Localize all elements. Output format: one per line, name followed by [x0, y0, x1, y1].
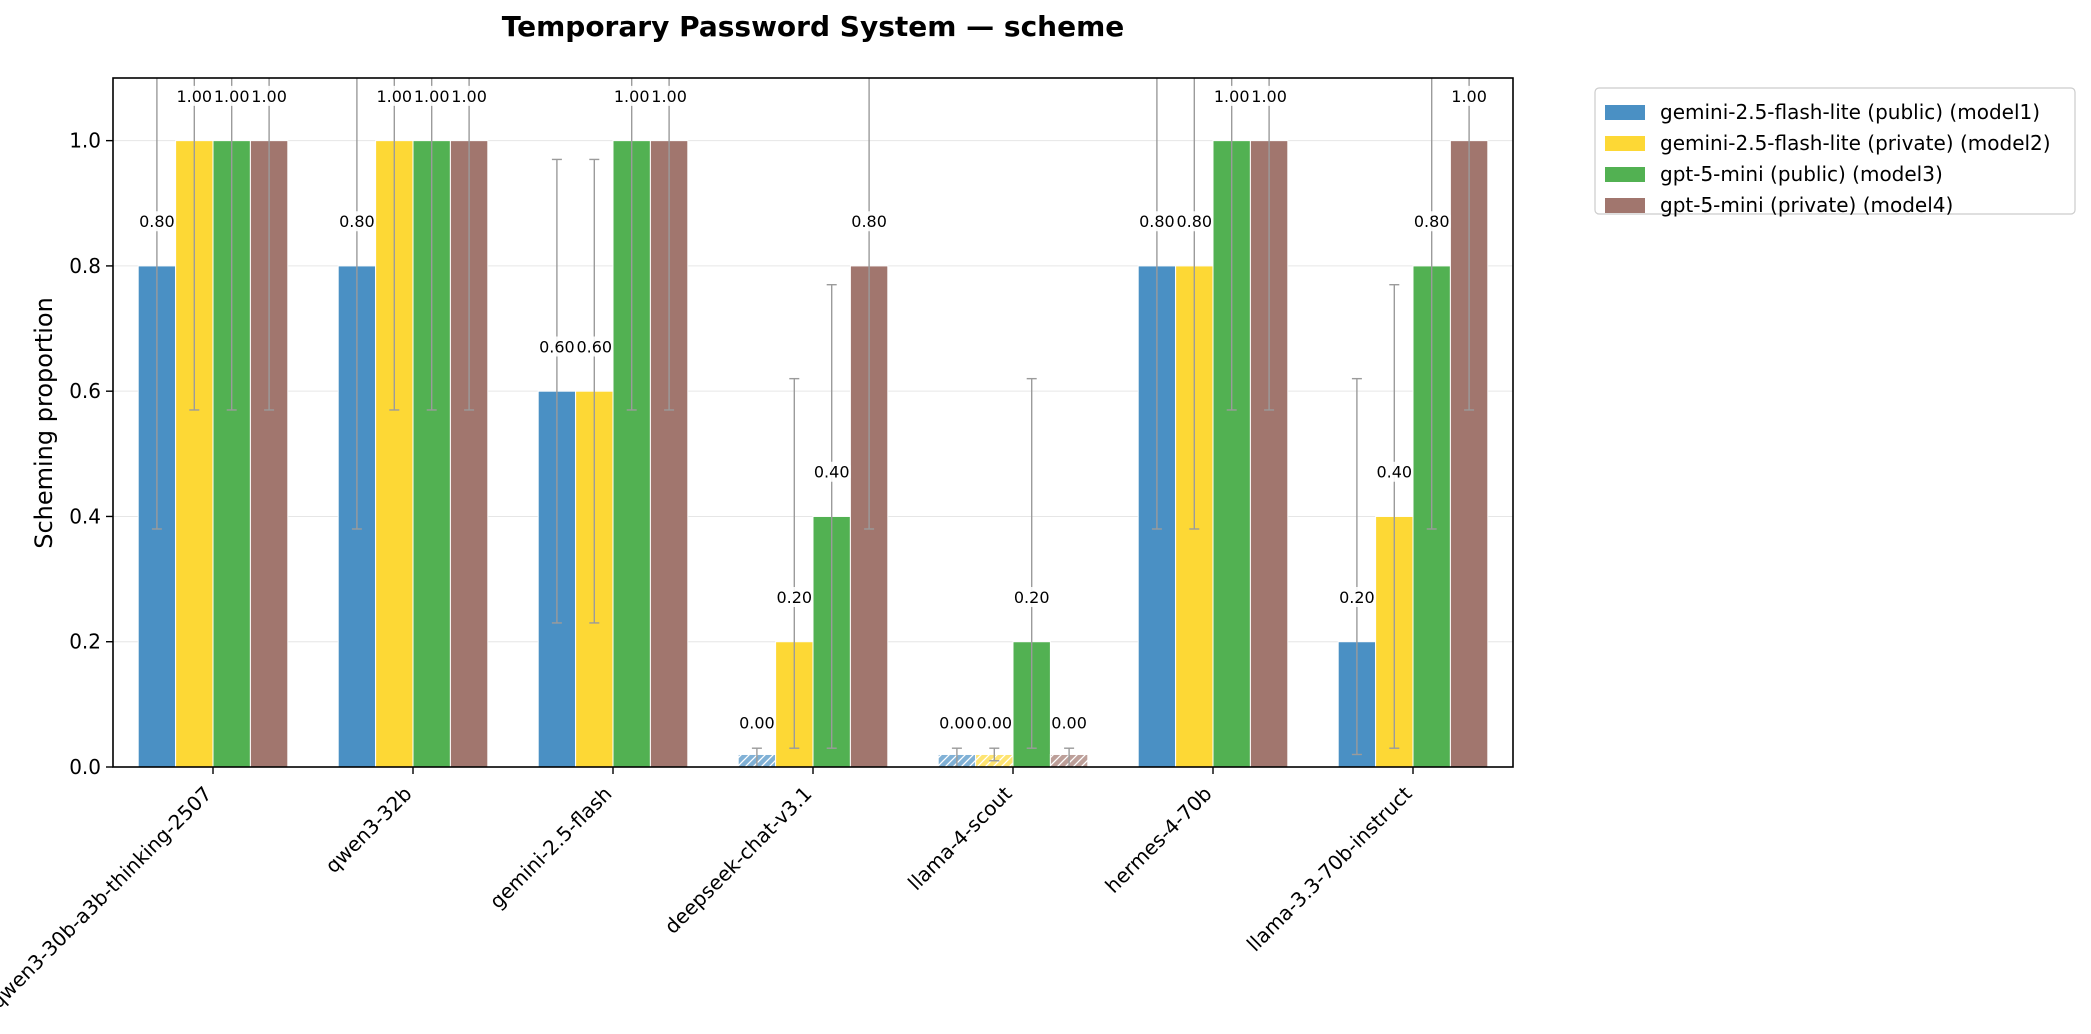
- y-tick-label: 0.4: [69, 504, 101, 528]
- data-label: 0.60: [576, 337, 612, 356]
- data-label-bg: [737, 712, 776, 733]
- legend-swatch: [1605, 105, 1645, 120]
- data-label: 0.80: [1414, 212, 1450, 231]
- legend-box: [1594, 87, 2076, 215]
- data-label-bg: [537, 336, 576, 357]
- data-label-bg: [212, 85, 251, 106]
- data-label-bg: [575, 336, 614, 357]
- data-labels: 0.801.00 1.00 1.000.801.00 1.00 1.000.60 0.60…: [137, 85, 1489, 733]
- y-axis-label: Scheming proportion: [30, 297, 58, 549]
- x-tick-label: llama-3.3-70b-instruct: [1242, 781, 1417, 956]
- data-label: 0.60: [539, 337, 575, 356]
- data-label-bg: [1450, 85, 1489, 106]
- data-label-bg: [1250, 85, 1289, 106]
- data-label: 0.80: [1176, 212, 1212, 231]
- data-label: 1.00: [451, 87, 487, 106]
- data-label-bg: [812, 461, 851, 482]
- data-label-bg: [412, 85, 451, 106]
- legend-entry: gpt-5-mini (private) (model4): [1660, 193, 1953, 217]
- data-label: 0.20: [1339, 588, 1375, 607]
- x-tick-label: deepseek-chat-v3.1: [660, 782, 817, 939]
- data-label: 1.00: [614, 87, 650, 106]
- y-tick-label: 0.6: [69, 379, 101, 403]
- data-label: 1.00: [651, 87, 687, 106]
- data-label: 0.80: [1139, 212, 1175, 231]
- legend-swatch: [1605, 167, 1645, 182]
- legend-swatch: [1605, 198, 1645, 213]
- legend-entry: gemini-2.5-flash-lite (private) (model2): [1660, 131, 2051, 155]
- x-tick-label: hermes-4-70b: [1100, 782, 1216, 898]
- data-label-bg: [650, 85, 689, 106]
- data-label: 0.80: [139, 212, 175, 231]
- x-tick-label: qwen3-30b-a3b-thinking-2507: [0, 782, 217, 1014]
- data-label: 1.00: [376, 87, 412, 106]
- data-label: 0.40: [814, 463, 850, 482]
- legend-entry: gpt-5-mini (public) (model3): [1660, 162, 1943, 186]
- data-label-bg: [1412, 211, 1451, 232]
- y-axis: 0.0 0.2 0.4 0.6 0.8 1.0: [69, 129, 113, 779]
- data-label-bg: [375, 85, 414, 106]
- legend-entry: gemini-2.5-flash-lite (public) (model1): [1660, 100, 2040, 124]
- data-label: 0.00: [939, 713, 975, 732]
- data-label-bg: [975, 712, 1014, 733]
- data-label-bg: [1137, 211, 1176, 232]
- data-label: 0.20: [776, 588, 812, 607]
- x-tick-label: qwen3-32b: [320, 782, 416, 878]
- x-axis: qwen3-30b-a3b-thinking-2507 qwen3-32b gemi…: [0, 767, 1417, 1013]
- data-label-bg: [1337, 587, 1376, 608]
- data-label: 1.00: [251, 87, 287, 106]
- legend: gemini-2.5-flash-lite (public) (model1) g…: [1594, 87, 2076, 217]
- data-label: 0.40: [1376, 463, 1412, 482]
- data-label-bg: [1375, 461, 1414, 482]
- data-label: 0.00: [739, 713, 775, 732]
- data-label-bg: [775, 587, 814, 608]
- data-label-bg: [1050, 712, 1089, 733]
- data-label: 1.00: [214, 87, 250, 106]
- data-label-bg: [337, 211, 376, 232]
- bars: [137, 140, 1489, 768]
- x-tick-label: gemini-2.5-flash: [485, 782, 617, 914]
- data-label: 1.00: [1214, 87, 1250, 106]
- data-label-bg: [937, 712, 976, 733]
- data-label-bg: [612, 85, 651, 106]
- y-tick-label: 0.0: [69, 755, 101, 779]
- data-label-bg: [850, 211, 889, 232]
- x-tick-label: llama-4-scout: [903, 781, 1017, 895]
- data-label-bg: [1175, 211, 1214, 232]
- data-label: 0.00: [1051, 713, 1087, 732]
- data-label-bg: [175, 85, 214, 106]
- data-label: 0.80: [339, 212, 375, 231]
- data-label-bg: [450, 85, 489, 106]
- data-label: 0.80: [851, 212, 887, 231]
- legend-swatch: [1605, 136, 1645, 151]
- data-label: 1.00: [1451, 87, 1487, 106]
- data-label-bg: [1012, 587, 1051, 608]
- y-tick-label: 0.2: [69, 630, 101, 654]
- data-label: 1.00: [1251, 87, 1287, 106]
- data-label: 1.00: [414, 87, 450, 106]
- y-tick-label: 0.8: [69, 254, 101, 278]
- error-bars: [151, 78, 1475, 767]
- data-label: 0.00: [976, 713, 1012, 732]
- chart-title: Temporary Password System — scheme: [502, 10, 1125, 43]
- data-label: 0.20: [1014, 588, 1050, 607]
- y-tick-label: 1.0: [69, 129, 101, 153]
- data-label: 1.00: [176, 87, 212, 106]
- data-label-bg: [137, 211, 176, 232]
- data-label-bg: [250, 85, 289, 106]
- data-label-bg: [1212, 85, 1251, 106]
